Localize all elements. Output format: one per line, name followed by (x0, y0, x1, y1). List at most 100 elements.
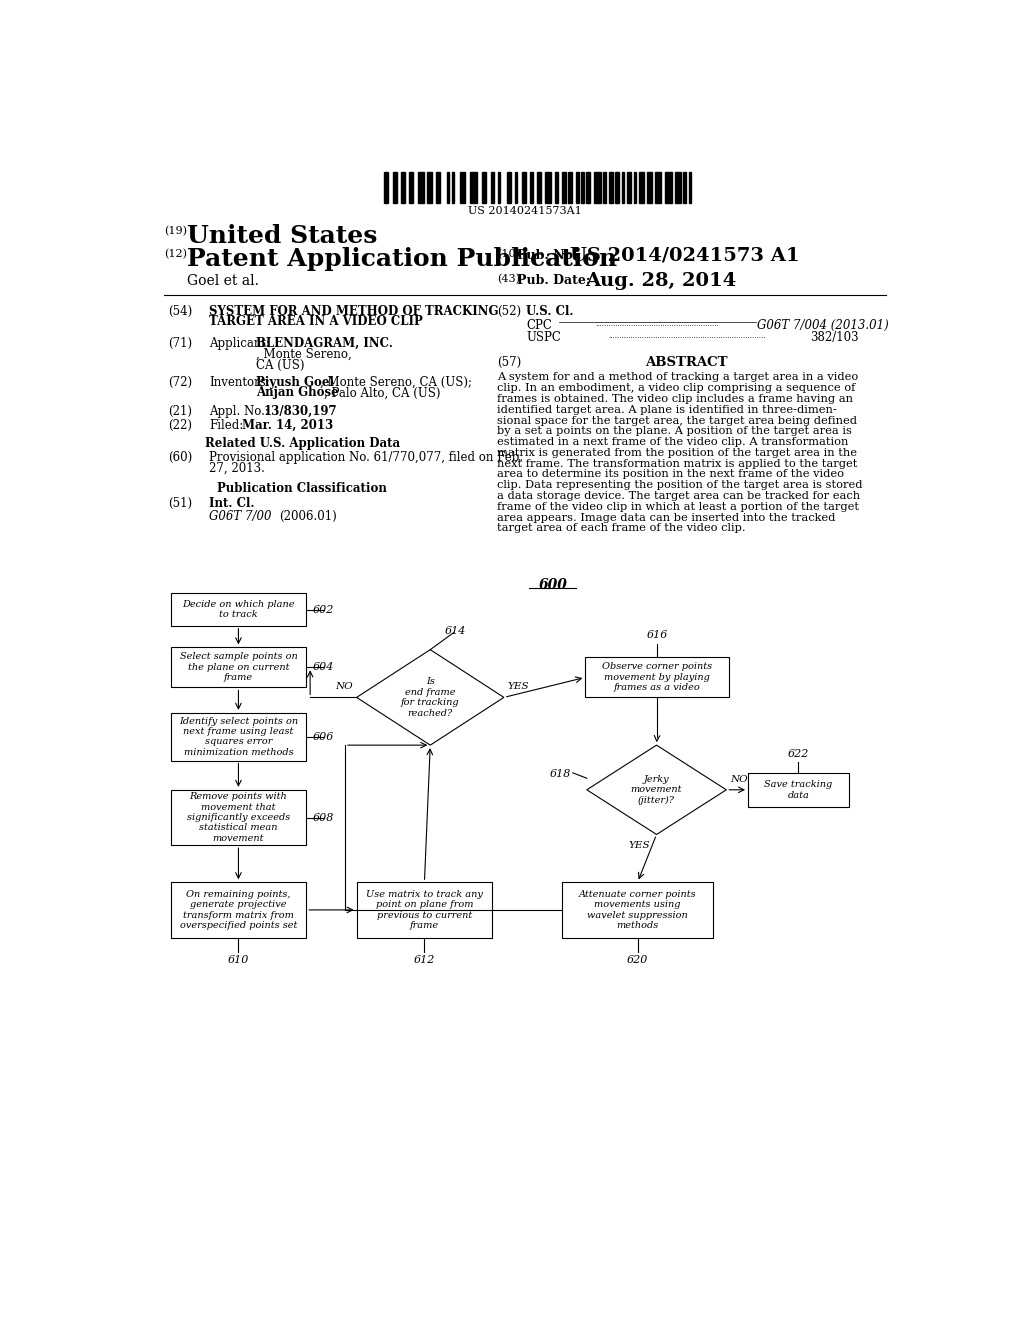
Text: G06T 7/00: G06T 7/00 (209, 510, 272, 523)
Bar (545, 172, 551, 203)
Bar (436, 172, 440, 203)
Text: area appears. Image data can be inserted into the tracked: area appears. Image data can be inserted… (497, 512, 836, 523)
Text: NO: NO (730, 775, 748, 784)
Text: 620: 620 (627, 954, 648, 965)
Text: Identify select points on
next frame using least
squares error
minimization meth: Identify select points on next frame usi… (179, 717, 298, 756)
Text: Applicant:: Applicant: (209, 337, 270, 350)
Bar (171, 713, 306, 760)
Bar (683, 172, 686, 203)
Bar (654, 172, 662, 203)
Text: 602: 602 (312, 605, 334, 615)
Text: (54): (54) (168, 305, 193, 318)
Bar (608, 172, 612, 203)
Text: frame of the video clip in which at least a portion of the target: frame of the video clip in which at leas… (497, 502, 859, 512)
Bar (594, 172, 601, 203)
Text: 622: 622 (787, 748, 809, 759)
Text: (19): (19) (164, 226, 186, 236)
Text: , Monte Sereno,: , Monte Sereno, (256, 348, 351, 360)
Text: Pub. No.:: Pub. No.: (517, 249, 582, 263)
Text: (12): (12) (164, 249, 186, 260)
Text: 600: 600 (539, 578, 567, 593)
Text: 604: 604 (312, 663, 334, 672)
Bar (622, 172, 625, 203)
Text: Piyush Goel: Piyush Goel (256, 376, 334, 388)
Bar (171, 882, 306, 937)
Text: Filed:: Filed: (209, 418, 244, 432)
Text: Observe corner points
movement by playing
frames as a video: Observe corner points movement by playin… (602, 663, 712, 692)
Bar (384, 172, 388, 203)
Bar (537, 172, 541, 203)
Text: Int. Cl.: Int. Cl. (209, 498, 255, 511)
Text: 13/830,197: 13/830,197 (263, 405, 337, 418)
Text: US 20140241573A1: US 20140241573A1 (468, 206, 582, 216)
Bar (498, 172, 500, 203)
Bar (634, 172, 636, 203)
Bar (418, 172, 424, 203)
Text: by a set a points on the plane. A position of the target area is: by a set a points on the plane. A positi… (497, 426, 852, 437)
Text: , Monte Sereno, CA (US);: , Monte Sereno, CA (US); (321, 376, 472, 388)
Text: CPC: CPC (526, 318, 552, 331)
Text: sional space for the target area, the target area being defined: sional space for the target area, the ta… (497, 416, 857, 425)
Text: ......................................................................: ........................................… (608, 333, 766, 341)
Bar (171, 594, 306, 626)
Text: 606: 606 (312, 731, 334, 742)
Text: (43): (43) (497, 275, 520, 284)
Text: Inventors:: Inventors: (209, 376, 270, 388)
Bar (530, 172, 532, 203)
Text: , Palo Alto, CA (US): , Palo Alto, CA (US) (324, 387, 440, 400)
Bar (482, 172, 485, 203)
Text: USPC: USPC (526, 331, 561, 345)
Text: US 2014/0241573 A1: US 2014/0241573 A1 (569, 247, 800, 265)
Bar (587, 172, 591, 203)
Text: Patent Application Publication: Patent Application Publication (187, 247, 617, 271)
Bar (393, 172, 397, 203)
Text: (71): (71) (168, 337, 193, 350)
Bar (639, 172, 644, 203)
Text: Is
end frame
for tracking
reached?: Is end frame for tracking reached? (401, 677, 460, 718)
Text: (57): (57) (497, 355, 521, 368)
Text: TARGET AREA IN A VIDEO CLIP: TARGET AREA IN A VIDEO CLIP (209, 315, 423, 329)
Bar (470, 172, 476, 203)
Bar (507, 172, 511, 203)
Bar (748, 774, 849, 807)
Text: Publication Classification: Publication Classification (217, 482, 387, 495)
Text: SYSTEM FOR AND METHOD OF TRACKING: SYSTEM FOR AND METHOD OF TRACKING (209, 305, 499, 318)
Bar (561, 172, 565, 203)
Bar (400, 172, 404, 203)
Bar (586, 657, 729, 697)
Text: 608: 608 (312, 813, 334, 822)
Bar (603, 172, 606, 203)
Text: ABSTRACT: ABSTRACT (645, 355, 727, 368)
Text: frames is obtained. The video clip includes a frame having an: frames is obtained. The video clip inclu… (497, 395, 853, 404)
Bar (452, 172, 455, 203)
Bar (446, 172, 450, 203)
Bar (568, 172, 572, 203)
Text: Goel et al.: Goel et al. (187, 275, 259, 288)
Text: (52): (52) (497, 305, 521, 318)
Bar (514, 172, 517, 203)
Text: 610: 610 (227, 954, 249, 965)
Bar (647, 172, 652, 203)
Bar (615, 172, 620, 203)
Text: Decide on which plane
to track: Decide on which plane to track (182, 599, 295, 619)
Bar (582, 172, 584, 203)
Text: 618: 618 (550, 770, 571, 779)
Text: .......................................................: ........................................… (595, 321, 719, 329)
Text: Pub. Date:: Pub. Date: (517, 275, 591, 286)
Text: Appl. No.:: Appl. No.: (209, 405, 269, 418)
Text: G06T 7/004 (2013.01): G06T 7/004 (2013.01) (758, 318, 889, 331)
Text: 27, 2013.: 27, 2013. (209, 462, 265, 475)
Text: a data storage device. The target area can be tracked for each: a data storage device. The target area c… (497, 491, 860, 502)
Text: clip. Data representing the position of the target area is stored: clip. Data representing the position of … (497, 480, 862, 490)
Text: On remaining points,
generate projective
transform matrix from
overspecified poi: On remaining points, generate projective… (180, 890, 297, 931)
Bar (409, 172, 413, 203)
Text: 614: 614 (444, 626, 466, 636)
Text: Related U.S. Application Data: Related U.S. Application Data (205, 437, 400, 450)
Text: Use matrix to track any
point on plane from
previous to current
frame: Use matrix to track any point on plane f… (366, 890, 483, 931)
Text: U.S. Cl.: U.S. Cl. (526, 305, 573, 318)
Polygon shape (356, 649, 504, 744)
Text: (51): (51) (168, 498, 193, 511)
Text: CA (US): CA (US) (256, 359, 304, 372)
Bar (171, 647, 306, 688)
Polygon shape (587, 744, 726, 834)
